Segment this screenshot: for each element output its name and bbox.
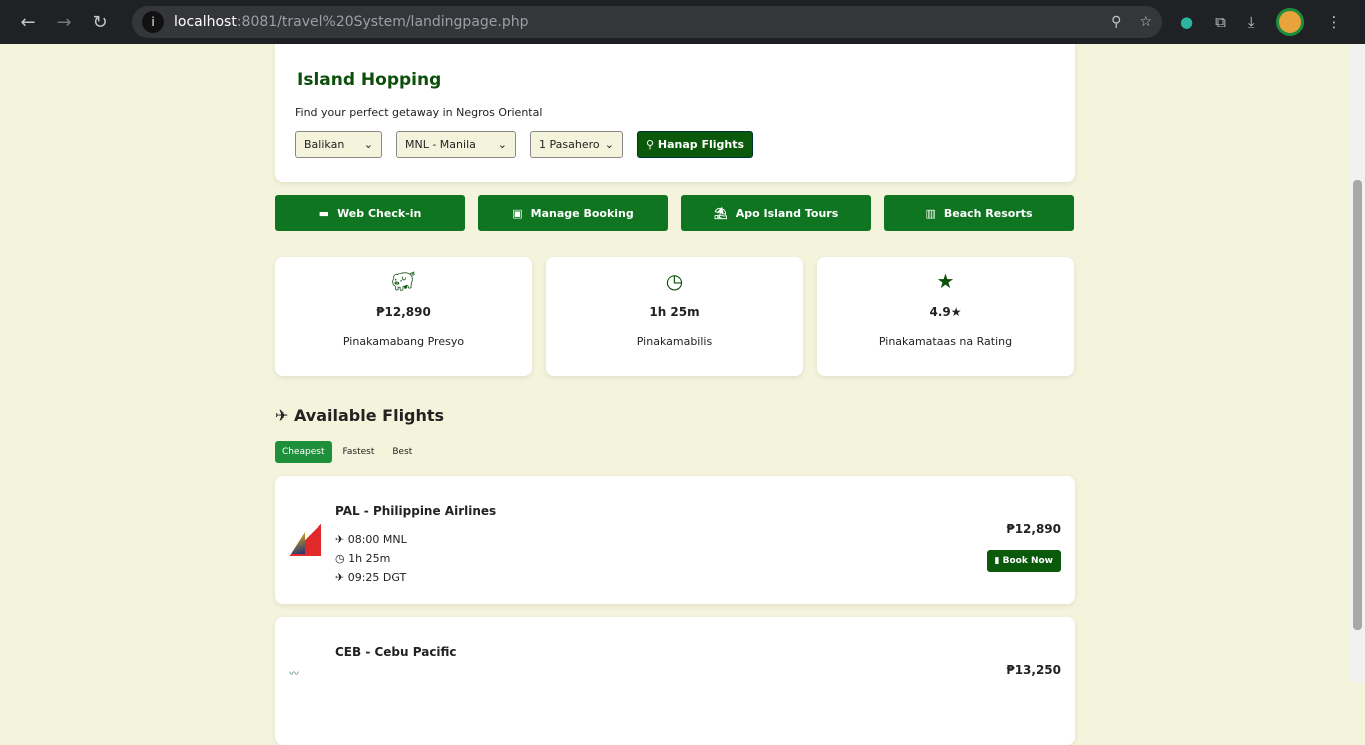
plane-arrival-icon: ✈	[335, 571, 345, 584]
browser-toolbar: ← → ↻ i localhost:8081/travel%20System/l…	[0, 0, 1365, 44]
stat-fastest: ◷ 1h 25m Pinakamabilis	[546, 257, 803, 376]
available-flights-heading: ✈ Available Flights	[275, 406, 1075, 425]
book-now-button[interactable]: ▮ Book Now	[986, 550, 1061, 572]
origin-value: MNL - Manila	[405, 138, 476, 151]
suitcase-icon: ▣	[512, 206, 523, 220]
pal-logo	[289, 524, 321, 556]
button-label: Web Check-in	[337, 206, 422, 220]
menu-icon[interactable]: ⋮	[1326, 13, 1342, 31]
extension-sync-icon[interactable]: ●	[1180, 13, 1194, 31]
stat-value: 4.9★	[929, 305, 962, 319]
trip-type-select[interactable]: Balikan ⌄	[295, 131, 382, 158]
search-panel: Island Hopping Find your perfect getaway…	[275, 44, 1075, 182]
button-label: Beach Resorts	[943, 206, 1033, 220]
scrollbar-thumb[interactable]	[1353, 180, 1362, 630]
umbrella-beach-icon: ⛱	[713, 206, 728, 220]
chevron-down-icon: ⌄	[363, 138, 373, 151]
search-title: Island Hopping	[297, 70, 442, 90]
passengers-value: 1 Pasahero	[539, 138, 600, 151]
sort-tab-best[interactable]: Best	[392, 447, 413, 457]
bookmark-star-icon[interactable]: ☆	[1139, 14, 1152, 30]
arrival-time: 09:25 DGT	[347, 571, 407, 584]
plane-departure-icon: ✈	[335, 533, 345, 546]
clock-icon: ◷	[335, 552, 345, 565]
search-flights-label: Hanap Flights	[657, 138, 745, 151]
passengers-select[interactable]: 1 Pasahero ⌄	[530, 131, 623, 158]
flight-card: 〰 CEB - Cebu Pacific ₱13,250	[275, 617, 1075, 745]
stat-value: 1h 25m	[649, 305, 700, 319]
stat-value: ₱12,890	[376, 305, 431, 319]
flight-price: ₱12,890	[1006, 522, 1061, 536]
stat-label: Pinakamataas na Rating	[878, 335, 1013, 348]
scrollbar[interactable]	[1350, 44, 1365, 682]
button-label: Manage Booking	[530, 206, 634, 220]
sort-tab-cheapest[interactable]: Cheapest	[275, 441, 332, 463]
page-content: Island Hopping Find your perfect getaway…	[275, 44, 1075, 745]
profile-avatar[interactable]	[1276, 8, 1305, 36]
heading-text: Available Flights	[293, 406, 445, 425]
airline-name: PAL - Philippine Airlines	[335, 504, 497, 518]
download-icon[interactable]: ⤓	[1247, 13, 1255, 31]
beach-resorts-button[interactable]: ▥ Beach Resorts	[884, 195, 1074, 231]
book-icon: ▮	[994, 556, 1000, 566]
chevron-down-icon: ⌄	[604, 138, 614, 151]
stat-cheapest: 🐖︎ ₱12,890 Pinakamabang Presyo	[275, 257, 532, 376]
search-flights-button[interactable]: ⚲ Hanap Flights	[637, 131, 754, 158]
address-bar[interactable]: i localhost:8081/travel%20System/landing…	[132, 6, 1162, 38]
flight-price: ₱13,250	[1006, 663, 1061, 677]
url-host: localhost	[174, 14, 237, 30]
airline-name: CEB - Cebu Pacific	[335, 645, 457, 659]
plane-departure-icon: ✈	[275, 406, 289, 425]
hotel-icon: ▥	[925, 206, 936, 220]
stat-rating: ★ 4.9★ Pinakamataas na Rating	[817, 257, 1074, 376]
piggy-bank-icon: 🐖︎	[390, 269, 417, 293]
stat-label: Pinakamabang Presyo	[342, 335, 465, 348]
flight-card: PAL - Philippine Airlines ✈ 08:00 MNL ◷ …	[275, 476, 1075, 604]
stat-label: Pinakamabilis	[636, 335, 713, 348]
arrival: ✈ 09:25 DGT	[335, 571, 406, 584]
departure: ✈ 08:00 MNL	[335, 533, 407, 546]
forward-icon[interactable]: →	[56, 11, 72, 33]
origin-select[interactable]: MNL - Manila ⌄	[396, 131, 516, 158]
web-checkin-button[interactable]: ▬ Web Check-in	[275, 195, 465, 231]
search-subtitle: Find your perfect getaway in Negros Orie…	[295, 106, 543, 119]
sort-tab-fastest[interactable]: Fastest	[342, 447, 375, 457]
back-icon[interactable]: ←	[20, 11, 36, 33]
zoom-icon[interactable]: ⚲	[1111, 14, 1122, 30]
url-path: :8081/travel%20System/landingpage.php	[236, 14, 529, 30]
search-icon: ⚲	[646, 138, 658, 151]
trip-type-value: Balikan	[304, 138, 345, 151]
cebu-pacific-logo: 〰	[289, 669, 299, 680]
chevron-down-icon: ⌄	[497, 138, 507, 151]
button-label: Apo Island Tours	[735, 206, 839, 220]
extensions-icon[interactable]: ⧉	[1215, 13, 1226, 31]
reload-icon[interactable]: ↻	[92, 11, 108, 33]
manage-booking-button[interactable]: ▣ Manage Booking	[478, 195, 668, 231]
site-info-icon[interactable]: i	[142, 11, 164, 33]
apo-island-tours-button[interactable]: ⛱ Apo Island Tours	[681, 195, 871, 231]
star-icon: ★	[936, 269, 955, 293]
book-now-label: Book Now	[1002, 556, 1053, 566]
duration: ◷ 1h 25m	[335, 552, 390, 565]
departure-time: 08:00 MNL	[347, 533, 407, 546]
duration-value: 1h 25m	[348, 552, 391, 565]
clock-icon: ◷	[665, 269, 684, 293]
ticket-icon: ▬	[318, 206, 330, 220]
